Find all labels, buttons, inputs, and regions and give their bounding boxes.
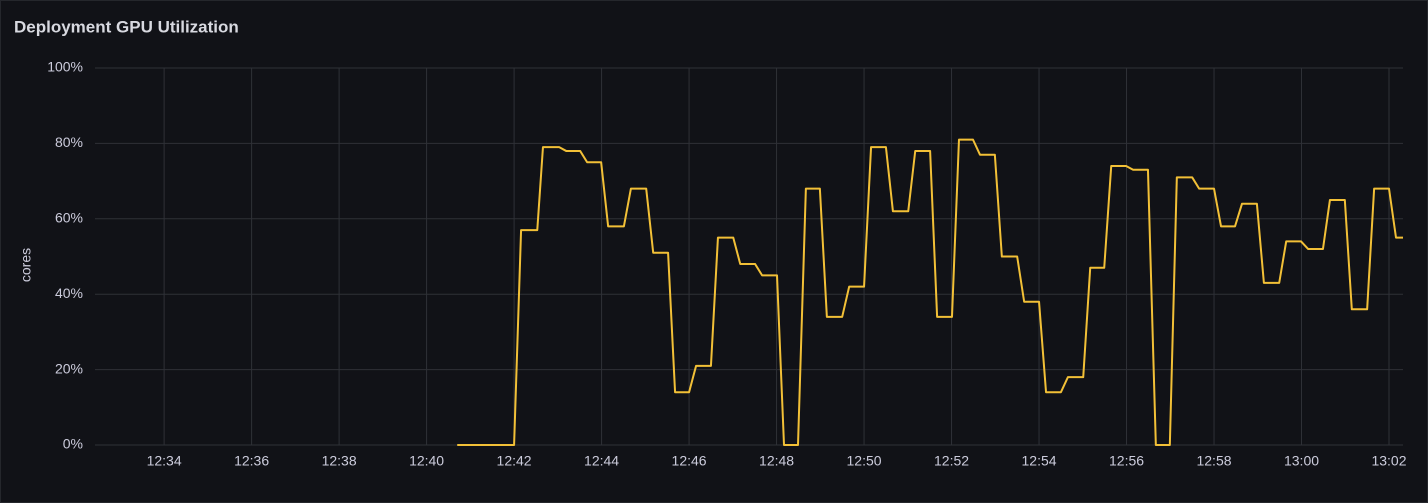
x-tick-label: 12:52	[934, 453, 969, 469]
x-tick-label: 12:40	[409, 453, 444, 469]
y-tick-label: 80%	[55, 134, 83, 150]
x-tick-label: 12:56	[1109, 453, 1144, 469]
x-tick-label: 12:46	[672, 453, 707, 469]
y-tick-label: 0%	[63, 436, 83, 452]
y-tick-label: 20%	[55, 360, 83, 376]
y-tick-label: 100%	[47, 59, 83, 75]
x-tick-label: 12:42	[497, 453, 532, 469]
x-tick-label: 12:54	[1022, 453, 1057, 469]
x-tick-label: 13:00	[1284, 453, 1319, 469]
y-tick-label: 40%	[55, 285, 83, 301]
x-tick-label: 13:02	[1371, 453, 1406, 469]
y-tick-label: 60%	[55, 210, 83, 226]
data-line	[457, 138, 1403, 446]
y-axis-label: cores	[18, 248, 34, 282]
x-tick-label: 12:34	[147, 453, 182, 469]
x-tick-label: 12:48	[759, 453, 794, 469]
x-tick-label: 12:44	[584, 453, 619, 469]
x-tick-label: 12:50	[847, 453, 882, 469]
x-tick-label: 12:38	[322, 453, 357, 469]
chart-title: Deployment GPU Utilization	[14, 17, 239, 36]
x-tick-label: 12:36	[234, 453, 269, 469]
x-tick-label: 12:58	[1196, 453, 1231, 469]
